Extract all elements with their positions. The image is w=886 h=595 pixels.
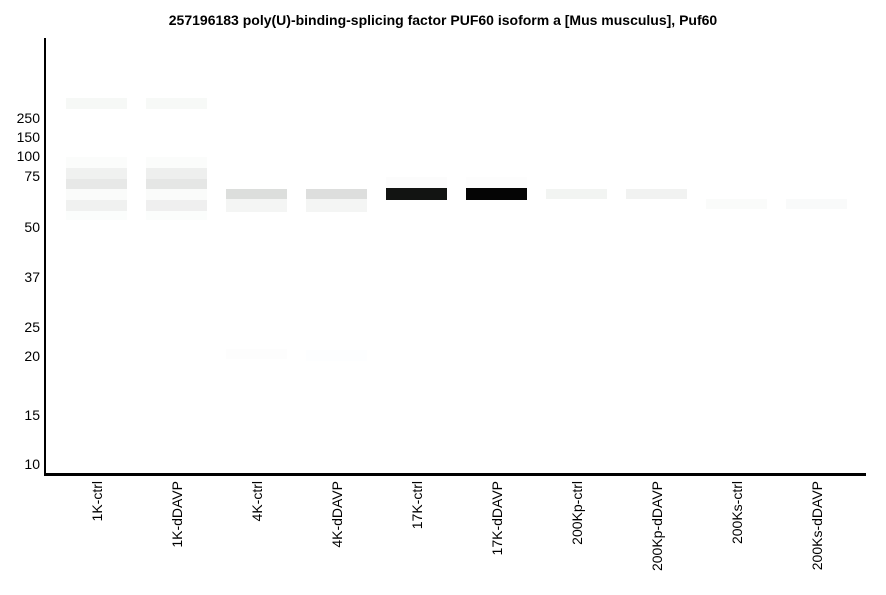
lane-band: [626, 189, 687, 199]
lane-band: [146, 200, 207, 211]
lane-label: 17K-dDAVP: [489, 481, 505, 556]
lane-band: [146, 189, 207, 200]
y-tick-label: 150: [16, 129, 40, 145]
x-axis-line: [44, 473, 866, 476]
lane-label: 200Ks-dDAVP: [809, 481, 825, 571]
lane-band: [146, 179, 207, 189]
y-tick-label: 100: [16, 148, 40, 164]
y-tick-label: 25: [24, 319, 40, 335]
lane-label: 4K-ctrl: [249, 481, 265, 522]
lane-label: 200Kp-dDAVP: [649, 481, 665, 572]
y-tick-label: 250: [16, 110, 40, 126]
lane-label: 1K-dDAVP: [169, 481, 185, 548]
lane-band: [66, 200, 127, 211]
y-tick-label: 75: [24, 168, 40, 184]
y-tick-label: 37: [24, 269, 40, 285]
lane-band: [146, 157, 207, 168]
lane-label: 1K-ctrl: [89, 481, 105, 522]
lane-band: [146, 211, 207, 220]
y-axis-line: [44, 38, 46, 476]
lane-band: [66, 189, 127, 200]
y-tick-label: 10: [24, 456, 40, 472]
lane-band: [306, 350, 367, 361]
lane-band: [146, 98, 207, 109]
lane-band: [66, 179, 127, 189]
lane-band: [786, 199, 847, 209]
lane-band: [306, 189, 367, 199]
lane-band: [466, 177, 527, 188]
lane-band: [226, 349, 287, 359]
lane-band: [66, 168, 127, 179]
figure-title: 257196183 poly(U)-binding-splicing facto…: [168, 12, 718, 28]
lane-band: [66, 211, 127, 220]
lane-band: [306, 199, 367, 212]
lane-band: [706, 199, 767, 209]
lane-band: [226, 199, 287, 212]
y-tick-label: 50: [24, 219, 40, 235]
lane-band: [386, 177, 447, 188]
lane-band: [146, 168, 207, 179]
lane-label: 4K-dDAVP: [329, 481, 345, 548]
lane-band: [66, 98, 127, 109]
y-tick-label: 15: [24, 407, 40, 423]
lane-band: [546, 189, 607, 199]
y-tick-label: 20: [24, 348, 40, 364]
lane-band: [66, 157, 127, 168]
lane-label: 17K-ctrl: [409, 481, 425, 530]
lane-label: 200Kp-ctrl: [569, 481, 585, 545]
lane-band: [386, 188, 447, 200]
lane-band: [466, 188, 527, 200]
lane-label: 200Ks-ctrl: [729, 481, 745, 545]
lane-band: [226, 189, 287, 199]
